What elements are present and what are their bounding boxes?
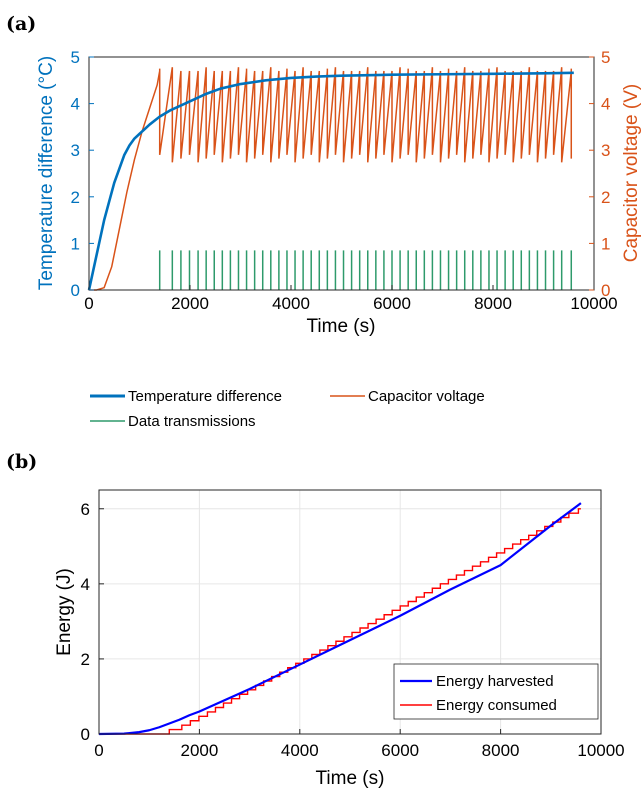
- a-y-tick-label-1: 1: [71, 234, 80, 253]
- panel-b: (b) 0 2000 4000 6000 8000 10000 0 2 4 6 Time (s)…: [6, 451, 625, 789]
- panel-b-x-ticks: 0 2000 4000 6000 8000 10000: [94, 729, 625, 760]
- a-x-tick-label-3: 6000: [373, 294, 411, 313]
- panel-a-x-ticks: 0 2000 4000 6000 8000 10000: [84, 285, 618, 313]
- legend-label-consumed: Energy consumed: [436, 697, 557, 714]
- a-y-right-tick-label-0: 0: [601, 281, 610, 300]
- panel-a: (a) 0 2000 4000 6000 8000 10000 0 1 2 3 4 5 0 1 2 3 4 5…: [6, 13, 642, 430]
- a-x-tick-label-1: 2000: [171, 294, 209, 313]
- a-y-right-tick-label-2: 2: [601, 188, 610, 207]
- a-y-tick-label-2: 2: [71, 188, 80, 207]
- legend-label-capacitor: Capacitor voltage: [368, 388, 485, 405]
- panel-b-x-axis-title: Time (s): [316, 768, 385, 789]
- a-y-tick-label-5: 5: [71, 48, 80, 67]
- a-y-right-tick-label-5: 5: [601, 48, 610, 67]
- legend-label-harvested: Energy harvested: [436, 673, 554, 690]
- panel-a-y-ticks: 0 1 2 3 4 5: [71, 48, 94, 300]
- b-x-tick-label-2: 4000: [281, 741, 319, 760]
- b-x-tick-label-3: 6000: [381, 741, 419, 760]
- panel-b-marks: [98, 502, 582, 736]
- legend-label-temperature: Temperature difference: [128, 388, 282, 405]
- energy-consumed-line: [99, 508, 581, 735]
- panel-a-y-axis-title-right: Capacitor voltage (V): [621, 84, 642, 262]
- panel-b-y-ticks: 0 2 4 6: [81, 500, 104, 744]
- a-y-tick-label-4: 4: [71, 95, 80, 114]
- legend-label-transmissions: Data transmissions: [128, 413, 256, 430]
- a-y-tick-label-0: 0: [71, 281, 80, 300]
- b-x-tick-label-4: 8000: [482, 741, 520, 760]
- panel-a-y-ticks-right: 0 1 2 3 4 5: [589, 48, 610, 300]
- temperature-difference-line: [87, 71, 574, 291]
- b-y-tick-label-0: 0: [81, 725, 90, 744]
- energy-harvested-line: [98, 502, 582, 736]
- a-x-tick-label-0: 0: [84, 294, 93, 313]
- panel-b-label: (b): [6, 451, 37, 473]
- a-x-tick-label-4: 8000: [474, 294, 512, 313]
- b-x-tick-label-1: 2000: [180, 741, 218, 760]
- panel-b-legend: Energy harvested Energy consumed: [393, 663, 599, 720]
- a-x-tick-label-5: 10000: [570, 294, 617, 313]
- a-y-tick-label-3: 3: [71, 141, 80, 160]
- a-y-right-tick-label-1: 1: [601, 234, 610, 253]
- b-y-tick-label-3: 6: [81, 500, 90, 519]
- panel-a-y-axis-title: Temperature difference (°C): [36, 56, 57, 290]
- panel-a-marks: [87, 67, 574, 291]
- panel-b-legend-box: [393, 663, 599, 720]
- panel-b-axes-box: [98, 489, 602, 735]
- a-x-tick-label-2: 4000: [272, 294, 310, 313]
- b-x-tick-label-5: 10000: [577, 741, 624, 760]
- panel-a-legend: Temperature difference Capacitor voltage…: [90, 388, 485, 430]
- b-x-tick-label-0: 0: [94, 741, 103, 760]
- a-y-right-tick-label-4: 4: [601, 95, 610, 114]
- capacitor-voltage-line: [89, 67, 573, 291]
- panel-a-axes-box: [88, 56, 595, 291]
- panel-a-x-axis-title: Time (s): [307, 316, 376, 337]
- panel-a-label: (a): [6, 13, 36, 35]
- b-y-tick-label-2: 4: [81, 575, 90, 594]
- a-y-right-tick-label-3: 3: [601, 141, 610, 160]
- b-y-tick-label-1: 2: [81, 650, 90, 669]
- panel-b-y-axis-title: Energy (J): [54, 568, 75, 656]
